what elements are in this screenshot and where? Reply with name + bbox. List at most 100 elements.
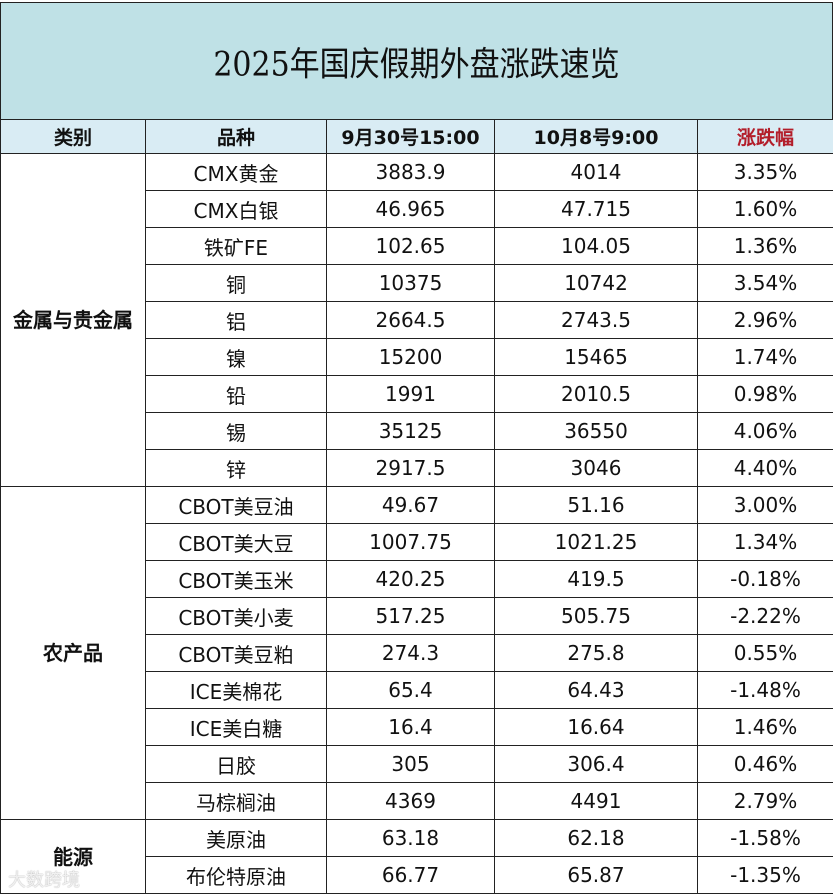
price-before-cell: 420.25	[326, 560, 495, 598]
price-after-cell: 505.75	[494, 597, 698, 635]
title-bar: 2025年国庆假期外盘涨跌速览	[0, 2, 833, 119]
table-row: 能源 美原油 63.18 62.18 -1.58%	[0, 819, 833, 894]
table-row: 农产品 CBOT美豆油 49.67 51.16 3.00%	[0, 486, 833, 820]
change-cell: 3.54%	[697, 264, 833, 302]
price-before-cell: 16.4	[326, 708, 495, 746]
price-after-cell: 1021.25	[494, 523, 698, 561]
price-change-table: 类别 品种 9月30号15:00 10月8号9:00 涨跌幅 金属与贵金属 CMX…	[0, 119, 833, 894]
price-after-cell: 64.43	[494, 671, 698, 709]
change-cell: 4.40%	[697, 449, 833, 487]
price-after-cell: 275.8	[494, 634, 698, 672]
change-cell: 3.35%	[697, 153, 833, 191]
change-cell: 2.96%	[697, 301, 833, 339]
variety-cell: 铜	[145, 264, 327, 302]
variety-cell: ICE美棉花	[145, 671, 327, 709]
price-before-cell: 66.77	[326, 856, 495, 894]
price-before-cell: 274.3	[326, 634, 495, 672]
price-before-cell: 2917.5	[326, 449, 495, 487]
variety-cell: CBOT美大豆	[145, 523, 327, 561]
table-row: 锌 2917.5 3046 4.40%	[1, 449, 833, 487]
table-row: CBOT美大豆 1007.75 1021.25 1.34%	[1, 523, 833, 561]
change-cell: 2.79%	[697, 782, 833, 820]
table-row: 铜 10375 10742 3.54%	[1, 264, 833, 302]
variety-cell: CBOT美豆油	[145, 486, 327, 524]
variety-cell: CBOT美玉米	[145, 560, 327, 598]
category-energy: 能源	[0, 819, 146, 894]
table-row: 铅 1991 2010.5 0.98%	[1, 375, 833, 413]
variety-cell: 锡	[145, 412, 327, 450]
price-after-cell: 306.4	[494, 745, 698, 783]
change-cell: 0.46%	[697, 745, 833, 783]
price-before-cell: 63.18	[326, 819, 495, 857]
table-row: 日胶 305 306.4 0.46%	[1, 745, 833, 783]
change-cell: 1.74%	[697, 338, 833, 376]
price-before-cell: 15200	[326, 338, 495, 376]
table-row: ICE美白糖 16.4 16.64 1.46%	[1, 708, 833, 746]
change-cell: 1.60%	[697, 190, 833, 228]
price-after-cell: 4491	[494, 782, 698, 820]
table-row: 锡 35125 36550 4.06%	[1, 412, 833, 450]
change-cell: 4.06%	[697, 412, 833, 450]
price-after-cell: 15465	[494, 338, 698, 376]
table-row: CBOT美玉米 420.25 419.5 -0.18%	[1, 560, 833, 598]
variety-cell: 铅	[145, 375, 327, 413]
table-row: 铝 2664.5 2743.5 2.96%	[1, 301, 833, 339]
price-after-cell: 419.5	[494, 560, 698, 598]
table-row: CBOT美小麦 517.25 505.75 -2.22%	[1, 597, 833, 635]
price-after-cell: 104.05	[494, 227, 698, 265]
price-after-cell: 47.715	[494, 190, 698, 228]
table-row: CBOT美豆粕 274.3 275.8 0.55%	[1, 634, 833, 672]
change-cell: -2.22%	[697, 597, 833, 635]
price-after-cell: 51.16	[494, 486, 698, 524]
price-before-cell: 1007.75	[326, 523, 495, 561]
price-before-cell: 65.4	[326, 671, 495, 709]
price-before-cell: 49.67	[326, 486, 495, 524]
price-before-cell: 2664.5	[326, 301, 495, 339]
variety-cell: 铝	[145, 301, 327, 339]
price-before-cell: 1991	[326, 375, 495, 413]
price-after-cell: 36550	[494, 412, 698, 450]
variety-cell: 马棕榈油	[145, 782, 327, 820]
variety-cell: CBOT美小麦	[145, 597, 327, 635]
price-after-cell: 2743.5	[494, 301, 698, 339]
change-cell: 1.36%	[697, 227, 833, 265]
price-after-cell: 2010.5	[494, 375, 698, 413]
price-after-cell: 62.18	[494, 819, 698, 857]
variety-cell: 镍	[145, 338, 327, 376]
price-after-cell: 65.87	[494, 856, 698, 894]
variety-cell: CMX黄金	[145, 153, 327, 191]
table-row: 马棕榈油 4369 4491 2.79%	[1, 782, 833, 820]
variety-cell: CBOT美豆粕	[145, 634, 327, 672]
page-title: 2025年国庆假期外盘涨跌速览	[213, 45, 620, 85]
table-row: 金属与贵金属 CMX黄金 3883.9 4014 3.35%	[0, 153, 833, 487]
change-cell: 3.00%	[697, 486, 833, 524]
header-change: 涨跌幅	[697, 119, 833, 154]
price-after-cell: 3046	[494, 449, 698, 487]
change-cell: 0.55%	[697, 634, 833, 672]
variety-cell: 美原油	[145, 819, 327, 857]
header-variety: 品种	[145, 119, 327, 154]
header-category: 类别	[0, 119, 146, 154]
change-cell: 0.98%	[697, 375, 833, 413]
change-cell: -1.48%	[697, 671, 833, 709]
variety-cell: 铁矿FE	[145, 227, 327, 265]
variety-cell: CMX白银	[145, 190, 327, 228]
price-before-cell: 3883.9	[326, 153, 495, 191]
price-before-cell: 35125	[326, 412, 495, 450]
price-before-cell: 102.65	[326, 227, 495, 265]
table-row: 镍 15200 15465 1.74%	[1, 338, 833, 376]
category-metals: 金属与贵金属	[0, 153, 146, 487]
price-after-cell: 16.64	[494, 708, 698, 746]
price-before-cell: 46.965	[326, 190, 495, 228]
change-cell: -0.18%	[697, 560, 833, 598]
change-cell: 1.34%	[697, 523, 833, 561]
price-before-cell: 4369	[326, 782, 495, 820]
header-price-before: 9月30号15:00	[326, 119, 495, 154]
table-body: 金属与贵金属 CMX黄金 3883.9 4014 3.35% CMX白银 46.965 47.…	[0, 153, 833, 894]
price-before-cell: 517.25	[326, 597, 495, 635]
change-cell: -1.58%	[697, 819, 833, 857]
table-row: 布伦特原油 66.77 65.87 -1.35%	[1, 856, 833, 894]
change-cell: -1.35%	[697, 856, 833, 894]
price-before-cell: 10375	[326, 264, 495, 302]
